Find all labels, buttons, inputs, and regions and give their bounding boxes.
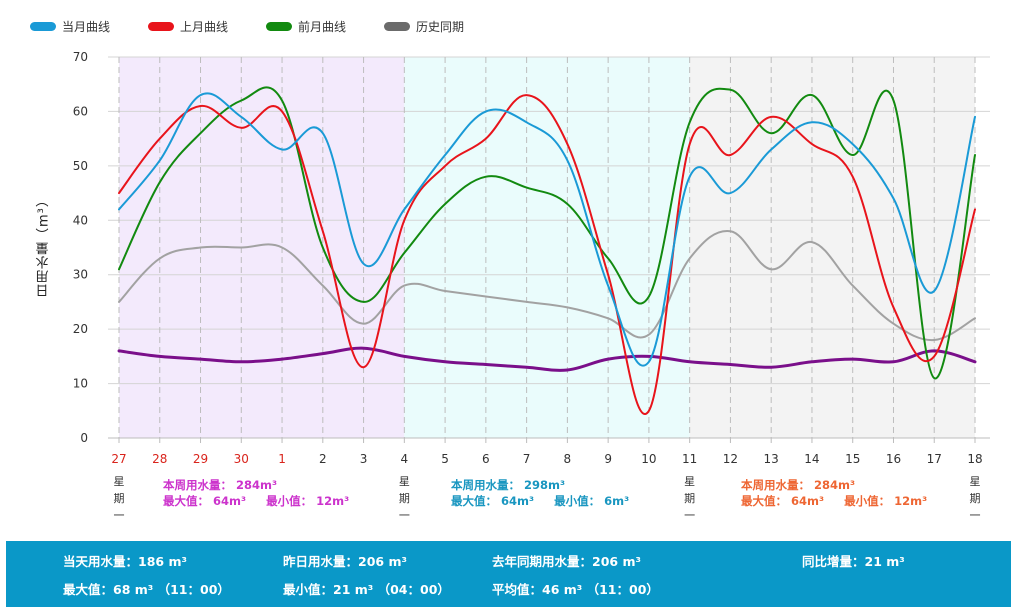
x-tick-label: 2 [319, 452, 327, 466]
week3-total: 284m³ [814, 478, 856, 492]
series-line-5 [117, 346, 977, 372]
week-band-1 [119, 57, 405, 438]
y-axis-label: 日用水量（m³） [36, 193, 52, 297]
legend-item-history[interactable]: 历史同期 [384, 18, 464, 35]
legend-swatch-history [384, 22, 411, 31]
weekday-label: 星 [399, 475, 410, 488]
weekday-label: 期 [399, 492, 410, 505]
weekday-label: 一 [399, 509, 410, 522]
legend: 当月曲线 上月曲线 前月曲线 历史同期 [30, 18, 502, 35]
footer-today: 当天用水量：186 m³ [63, 554, 187, 569]
series-line-2 [118, 94, 976, 415]
week-stats-2: 本周用水量： 298m³ 最大值： 64m³ 最小值： 6m³ [451, 477, 629, 509]
weekday-label: 星 [114, 475, 125, 488]
y-tick-label: 50 [73, 159, 88, 173]
legend-item-last-month[interactable]: 上月曲线 [148, 18, 228, 35]
weekday-label: 一 [114, 509, 125, 522]
legend-swatch-two-months-ago [266, 22, 293, 31]
series-line-4 [118, 230, 976, 342]
x-tick-label: 8 [564, 452, 572, 466]
summary-footer: 当天用水量：186 m³ 昨日用水量：206 m³ 去年同期用水量：206 m³… [6, 541, 1011, 607]
week-stats-3: 本周用水量： 284m³ 最大值： 64m³ 最小值： 12m³ [741, 477, 927, 509]
x-tick-label: 6 [482, 452, 490, 466]
week3-min-label: 最小值： [844, 494, 891, 508]
legend-item-current[interactable]: 当月曲线 [30, 18, 110, 35]
x-tick-label: 10 [641, 452, 656, 466]
legend-label-two-months-ago: 前月曲线 [298, 20, 347, 34]
footer-min: 最小值：21 m³ （04：00） [283, 582, 450, 597]
week3-min: 12m³ [894, 494, 928, 508]
legend-swatch-current [30, 22, 56, 31]
week3-max-label: 最大值： [741, 494, 787, 508]
weekday-label: 期 [114, 492, 125, 505]
weekday-label: 期 [684, 492, 695, 505]
footer-max: 最大值：68 m³ （11：00） [63, 582, 230, 597]
x-tick-label: 7 [523, 452, 531, 466]
footer-last-year: 去年同期用水量：206 m³ [492, 554, 641, 569]
x-tick-label: 12 [723, 452, 738, 466]
y-tick-label: 40 [73, 213, 88, 227]
y-tick-label: 60 [73, 104, 88, 118]
week1-total-label: 本周用水量： [163, 478, 232, 492]
week2-max-label: 最大值： [451, 494, 497, 508]
week2-total-label: 本周用水量： [451, 478, 520, 492]
y-tick-label: 20 [73, 322, 88, 336]
weekday-label: 期 [970, 492, 981, 505]
x-tick-label: 3 [360, 452, 368, 466]
legend-label-last-month: 上月曲线 [180, 20, 229, 34]
week1-total: 284m³ [236, 478, 278, 492]
x-tick-label: 13 [764, 452, 779, 466]
x-tick-label: 15 [845, 452, 860, 466]
legend-swatch-last-month [148, 22, 175, 31]
week2-total: 298m³ [524, 478, 566, 492]
footer-avg: 平均值：46 m³ （11：00） [492, 582, 659, 597]
series-line-3 [118, 86, 976, 380]
x-tick-label: 17 [927, 452, 942, 466]
x-tick-label: 16 [886, 452, 901, 466]
x-tick-label: 14 [804, 452, 819, 466]
y-tick-label: 10 [73, 377, 88, 391]
y-tick-label: 70 [73, 50, 88, 64]
legend-item-two-months-ago[interactable]: 前月曲线 [266, 18, 346, 35]
weekday-label: 星 [970, 475, 981, 488]
week2-min-label: 最小值： [554, 494, 601, 508]
weekday-label: 一 [684, 509, 695, 522]
x-tick-label: 9 [604, 452, 612, 466]
week-band-2 [404, 57, 690, 438]
y-tick-label: 0 [80, 431, 88, 445]
week2-max: 64m³ [501, 494, 535, 508]
x-tick-label: 1 [278, 452, 286, 466]
x-tick-label: 18 [967, 452, 982, 466]
legend-label-history: 历史同期 [416, 20, 465, 34]
weekday-label: 一 [970, 509, 981, 522]
legend-label-current: 当月曲线 [62, 20, 111, 34]
weekday-label: 星 [684, 475, 695, 488]
week1-max: 64m³ [213, 494, 247, 508]
y-tick-label: 30 [73, 268, 88, 282]
week-band-3 [689, 57, 975, 438]
week3-max: 64m³ [791, 494, 825, 508]
series-line-1 [118, 92, 976, 367]
x-tick-label: 30 [234, 452, 249, 466]
week1-max-label: 最大值： [163, 494, 209, 508]
x-tick-label: 4 [401, 452, 409, 466]
x-tick-label: 5 [441, 452, 449, 466]
x-tick-label: 28 [152, 452, 167, 466]
week1-min: 12m³ [316, 494, 350, 508]
footer-yoy: 同比增量：21 m³ [802, 554, 905, 569]
week3-total-label: 本周用水量： [741, 478, 810, 492]
x-tick-label: 29 [193, 452, 208, 466]
week1-min-label: 最小值： [266, 494, 313, 508]
footer-yesterday: 昨日用水量：206 m³ [283, 554, 407, 569]
x-tick-label: 27 [111, 452, 126, 466]
week2-min: 6m³ [604, 494, 630, 508]
x-tick-label: 11 [682, 452, 697, 466]
week-stats-1: 本周用水量： 284m³ 最大值： 64m³ 最小值： 12m³ [163, 477, 349, 509]
